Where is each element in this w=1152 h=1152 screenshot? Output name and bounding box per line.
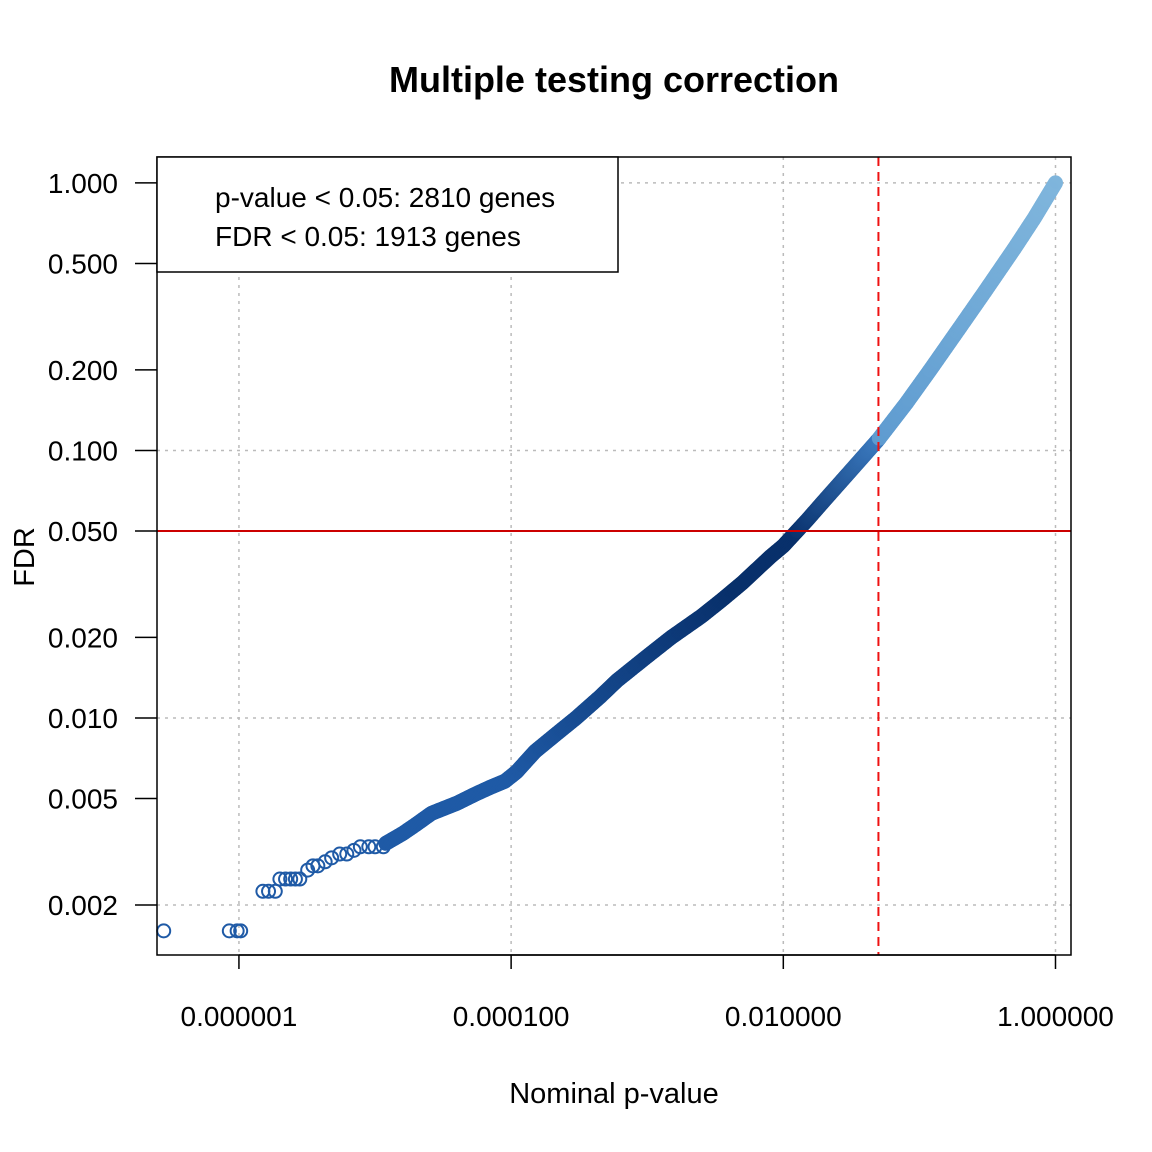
data-point xyxy=(310,858,326,874)
legend-box: p-value < 0.05: 2810 genes FDR < 0.05: 1… xyxy=(156,156,619,273)
data-point xyxy=(339,846,355,862)
y-tick-label: 0.020 xyxy=(48,622,118,653)
x-tick-label: 0.000001 xyxy=(181,1001,298,1032)
chart-title: Multiple testing correction xyxy=(389,59,839,100)
y-tick-label: 0.200 xyxy=(48,355,118,386)
data-point xyxy=(272,871,288,887)
y-tick-label: 1.000 xyxy=(48,168,118,199)
data-point xyxy=(278,871,294,887)
y-tick-label: 0.100 xyxy=(48,435,118,466)
data-point xyxy=(156,923,172,939)
data-point xyxy=(287,871,303,887)
x-tick-label: 0.010000 xyxy=(725,1001,842,1032)
legend-pvalue-count: p-value < 0.05: 2810 genes xyxy=(215,182,555,213)
data-point xyxy=(352,839,368,855)
data-point xyxy=(261,883,277,899)
reference-lines xyxy=(157,157,1071,955)
y-tick-label: 0.002 xyxy=(48,890,118,921)
data-point xyxy=(221,923,237,939)
y-tick-label: 0.050 xyxy=(48,516,118,547)
data-point xyxy=(332,846,348,862)
data-point xyxy=(1047,175,1063,191)
data-points xyxy=(156,175,1063,939)
data-point xyxy=(283,871,299,887)
legend-fdr-count: FDR < 0.05: 1913 genes xyxy=(215,221,521,252)
data-point xyxy=(361,839,377,855)
y-axis-label: FDR xyxy=(9,527,41,587)
data-point xyxy=(324,850,340,866)
y-tick-label: 0.010 xyxy=(48,703,118,734)
y-axis: 0.002 0.005 0.010 0.020 0.050 0.100 0.200 0.500… xyxy=(48,168,157,921)
grid-lines xyxy=(157,157,1071,955)
y-tick-label: 0.005 xyxy=(48,783,118,814)
x-tick-label: 0.000100 xyxy=(453,1001,570,1032)
legend-frame xyxy=(156,156,619,273)
data-point xyxy=(233,923,249,939)
data-point xyxy=(292,871,308,887)
x-tick-label: 1.000000 xyxy=(997,1001,1114,1032)
plot-frame xyxy=(156,156,1072,956)
y-tick-label: 0.500 xyxy=(48,248,118,279)
x-axis-label: Nominal p-value xyxy=(509,1078,719,1110)
x-axis: 0.000001 0.000100 0.010000 1.000000 xyxy=(181,954,1114,1032)
